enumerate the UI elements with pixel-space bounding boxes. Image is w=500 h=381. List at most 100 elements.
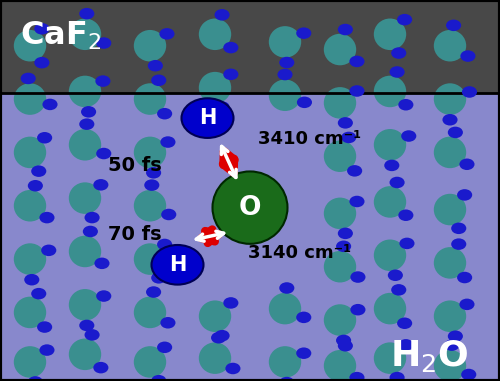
- Ellipse shape: [134, 30, 166, 61]
- Ellipse shape: [69, 129, 101, 160]
- Circle shape: [347, 165, 362, 177]
- Circle shape: [457, 272, 472, 283]
- Ellipse shape: [14, 346, 46, 378]
- Circle shape: [146, 286, 161, 298]
- Circle shape: [34, 57, 50, 69]
- Text: H: H: [199, 108, 216, 128]
- Text: 70 fs: 70 fs: [108, 225, 162, 244]
- Circle shape: [157, 239, 172, 250]
- Circle shape: [182, 98, 234, 138]
- Ellipse shape: [374, 76, 406, 107]
- Text: 3140 cm⁻¹: 3140 cm⁻¹: [248, 244, 352, 263]
- Circle shape: [160, 136, 176, 148]
- Circle shape: [278, 69, 292, 80]
- Ellipse shape: [324, 304, 356, 336]
- Circle shape: [24, 274, 40, 285]
- Circle shape: [398, 339, 413, 351]
- Circle shape: [20, 73, 36, 84]
- Ellipse shape: [134, 83, 166, 115]
- Circle shape: [157, 108, 172, 120]
- Circle shape: [350, 271, 366, 283]
- Circle shape: [451, 223, 466, 234]
- Circle shape: [462, 86, 477, 98]
- Ellipse shape: [199, 301, 231, 332]
- Ellipse shape: [374, 293, 406, 324]
- Circle shape: [350, 56, 364, 67]
- Circle shape: [41, 245, 56, 256]
- Circle shape: [37, 132, 52, 144]
- Circle shape: [96, 148, 112, 159]
- Circle shape: [460, 158, 474, 170]
- Circle shape: [400, 238, 414, 249]
- Circle shape: [457, 189, 472, 201]
- Ellipse shape: [434, 194, 466, 225]
- Ellipse shape: [134, 346, 166, 378]
- Circle shape: [157, 341, 172, 353]
- Circle shape: [350, 196, 364, 207]
- Circle shape: [96, 37, 112, 49]
- Ellipse shape: [69, 339, 101, 370]
- Circle shape: [40, 344, 54, 356]
- Circle shape: [214, 9, 230, 21]
- Circle shape: [31, 288, 46, 299]
- Ellipse shape: [199, 19, 231, 50]
- Circle shape: [296, 347, 312, 359]
- Text: 3410 cm⁻¹: 3410 cm⁻¹: [258, 130, 362, 148]
- Ellipse shape: [434, 137, 466, 168]
- Circle shape: [451, 239, 466, 250]
- Circle shape: [460, 50, 475, 62]
- Circle shape: [296, 312, 312, 323]
- Circle shape: [224, 69, 238, 80]
- Circle shape: [151, 272, 166, 283]
- Circle shape: [152, 245, 204, 285]
- Ellipse shape: [434, 83, 466, 115]
- Circle shape: [148, 60, 163, 72]
- Circle shape: [391, 47, 406, 59]
- Circle shape: [84, 212, 100, 223]
- Ellipse shape: [374, 129, 406, 160]
- Circle shape: [84, 329, 100, 341]
- Circle shape: [390, 372, 404, 381]
- Circle shape: [279, 57, 294, 68]
- Ellipse shape: [324, 87, 356, 118]
- Ellipse shape: [134, 243, 166, 275]
- Circle shape: [79, 320, 94, 331]
- Ellipse shape: [14, 190, 46, 221]
- Ellipse shape: [374, 186, 406, 218]
- Circle shape: [224, 297, 238, 309]
- Text: CaF$_2$: CaF$_2$: [20, 20, 102, 53]
- Ellipse shape: [69, 19, 101, 50]
- Circle shape: [226, 363, 240, 374]
- Circle shape: [94, 258, 110, 269]
- Ellipse shape: [324, 251, 356, 282]
- Ellipse shape: [69, 236, 101, 267]
- Circle shape: [446, 19, 461, 31]
- Ellipse shape: [269, 346, 301, 378]
- Circle shape: [401, 130, 416, 142]
- Circle shape: [31, 165, 46, 177]
- Text: O: O: [239, 195, 261, 221]
- Ellipse shape: [199, 343, 231, 374]
- Ellipse shape: [324, 350, 356, 381]
- Circle shape: [28, 376, 43, 381]
- Circle shape: [341, 132, 356, 143]
- Circle shape: [214, 101, 230, 113]
- Circle shape: [390, 66, 404, 78]
- Circle shape: [397, 317, 412, 329]
- Circle shape: [336, 335, 351, 346]
- Ellipse shape: [269, 26, 301, 58]
- Ellipse shape: [434, 247, 466, 279]
- Circle shape: [34, 23, 50, 35]
- Ellipse shape: [269, 293, 301, 324]
- Circle shape: [160, 317, 176, 328]
- Ellipse shape: [374, 240, 406, 271]
- Circle shape: [94, 179, 108, 190]
- Circle shape: [151, 75, 166, 86]
- Circle shape: [94, 362, 108, 373]
- Ellipse shape: [324, 198, 356, 229]
- Circle shape: [296, 27, 312, 39]
- Circle shape: [398, 210, 413, 221]
- Ellipse shape: [434, 350, 466, 381]
- Circle shape: [442, 114, 458, 125]
- Text: 50 fs: 50 fs: [108, 156, 162, 175]
